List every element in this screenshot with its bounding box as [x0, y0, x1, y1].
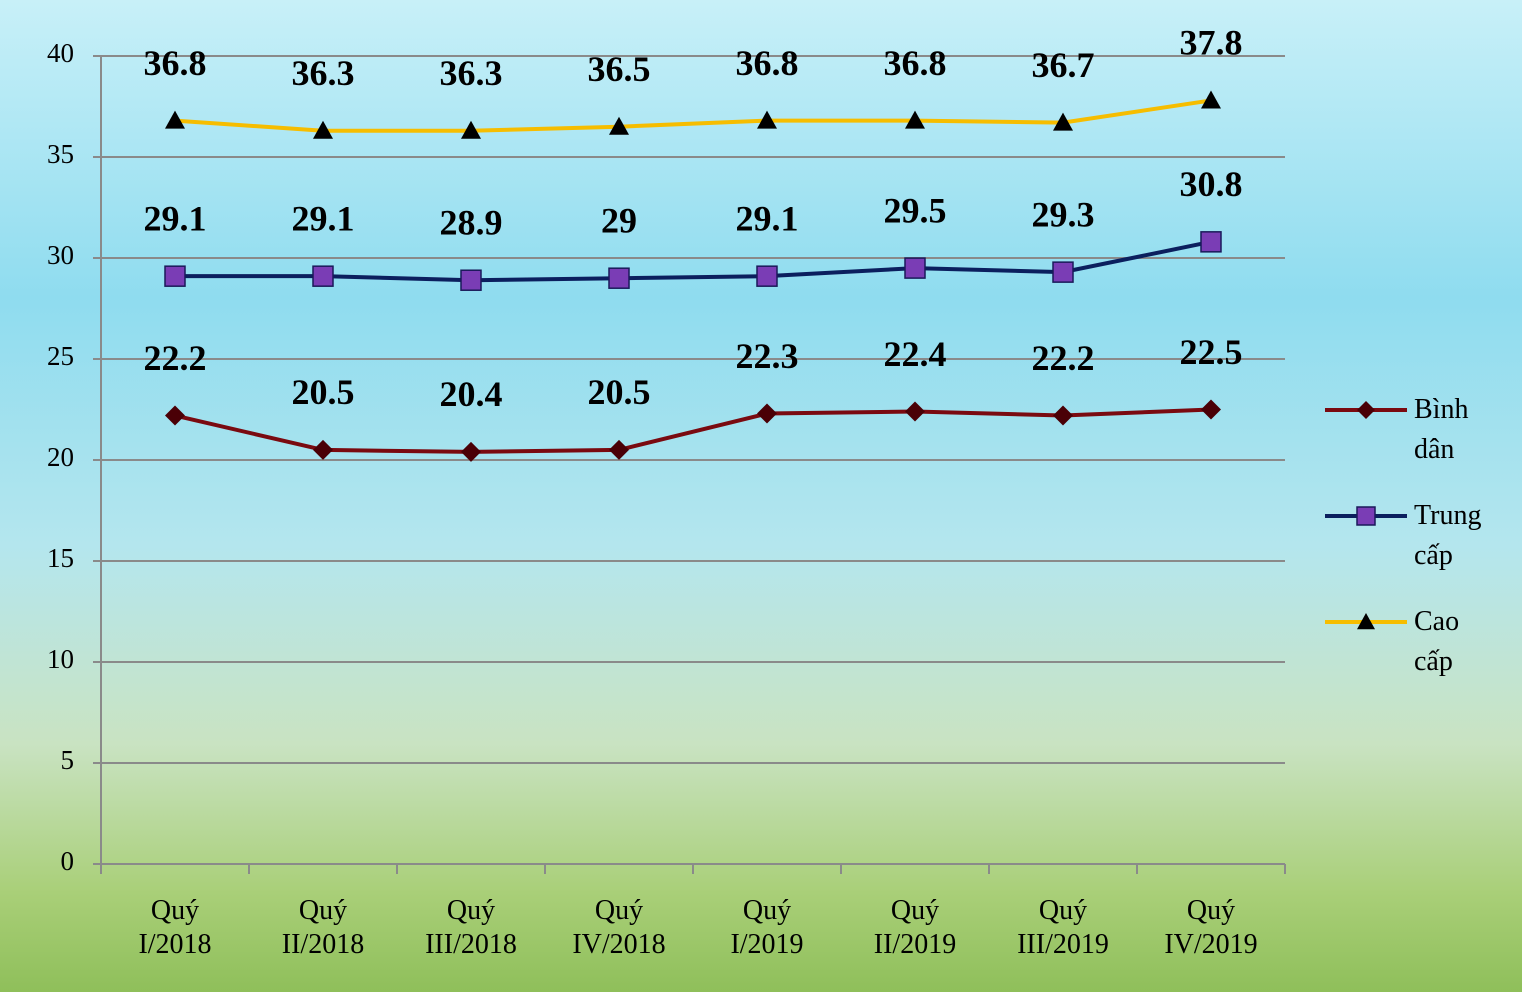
data-label: 22.2: [144, 338, 207, 378]
y-tick-label: 10: [47, 644, 74, 674]
y-tick-label: 20: [47, 442, 74, 472]
point-marker: [313, 120, 333, 139]
y-tick-label: 15: [47, 543, 74, 573]
data-label: 22.4: [884, 334, 947, 374]
data-label: 36.3: [440, 53, 503, 93]
legend-marker: [1357, 613, 1375, 630]
series-line: [174, 407, 1212, 454]
data-label: 36.7: [1032, 45, 1095, 85]
point-marker: [608, 267, 630, 289]
x-tick-label: Quý IV/2018: [572, 895, 666, 960]
data-label: 36.8: [884, 43, 947, 83]
legend-marker: [1356, 506, 1376, 526]
point-marker: [1053, 405, 1073, 426]
point-marker: [756, 265, 778, 287]
data-label: 29.5: [884, 190, 947, 230]
data-label: 20.5: [292, 372, 355, 412]
series-line: [175, 239, 1212, 283]
x-tick-label: Quý IV/2019: [1164, 895, 1258, 960]
data-label: 29.3: [1032, 194, 1095, 234]
y-tick-label: 35: [47, 139, 74, 169]
legend-label: Cao cấp: [1414, 606, 1460, 677]
data-label: 28.9: [440, 202, 503, 242]
x-tick-label: Quý II/2018: [281, 895, 365, 960]
legend-marker: [1357, 401, 1375, 419]
point-marker: [1201, 399, 1221, 420]
point-marker: [460, 269, 482, 291]
data-label: 29: [601, 200, 637, 240]
x-tick-label: Quý II/2019: [873, 895, 957, 960]
point-marker: [165, 405, 185, 426]
point-marker: [905, 110, 925, 129]
point-marker: [1052, 261, 1074, 283]
data-label: 30.8: [1180, 164, 1243, 204]
series-line: [174, 98, 1212, 133]
point-marker: [313, 439, 333, 460]
legend-label: Bình dân: [1414, 394, 1469, 465]
point-marker: [461, 120, 481, 139]
x-tick-label: Quý I/2018: [138, 895, 212, 960]
data-label: 20.5: [588, 372, 651, 412]
point-marker: [905, 401, 925, 422]
y-tick-label: 25: [47, 341, 74, 371]
data-label: 37.8: [1180, 23, 1243, 63]
data-label: 22.5: [1180, 332, 1243, 372]
data-label: 22.2: [1032, 338, 1095, 378]
point-marker: [757, 403, 777, 424]
point-marker: [165, 110, 185, 129]
data-label: 36.3: [292, 53, 355, 93]
point-marker: [757, 110, 777, 129]
data-label: 20.4: [440, 374, 503, 414]
data-label: 29.1: [736, 198, 799, 238]
y-tick-label: 0: [61, 846, 75, 876]
x-tick-label: Quý I/2019: [730, 895, 804, 960]
point-marker: [1053, 112, 1073, 131]
point-marker: [609, 439, 629, 460]
point-marker: [312, 265, 334, 287]
x-tick-label: Quý III/2019: [1017, 895, 1109, 960]
point-marker: [609, 116, 629, 135]
point-marker: [1201, 90, 1221, 109]
point-marker: [904, 257, 926, 279]
legend-label: Trung cấp: [1414, 500, 1482, 571]
point-marker: [461, 441, 481, 462]
x-tick-label: Quý III/2018: [425, 895, 517, 960]
data-label: 36.8: [144, 43, 207, 83]
data-label: 29.1: [144, 198, 207, 238]
point-marker: [1200, 231, 1222, 253]
data-label: 22.3: [736, 336, 799, 376]
data-label: 29.1: [292, 198, 355, 238]
data-label: 36.5: [588, 49, 651, 89]
y-tick-label: 40: [47, 38, 74, 68]
y-tick-label: 30: [47, 240, 74, 270]
point-marker: [164, 265, 186, 287]
y-tick-label: 5: [61, 745, 75, 775]
data-label: 36.8: [736, 43, 799, 83]
